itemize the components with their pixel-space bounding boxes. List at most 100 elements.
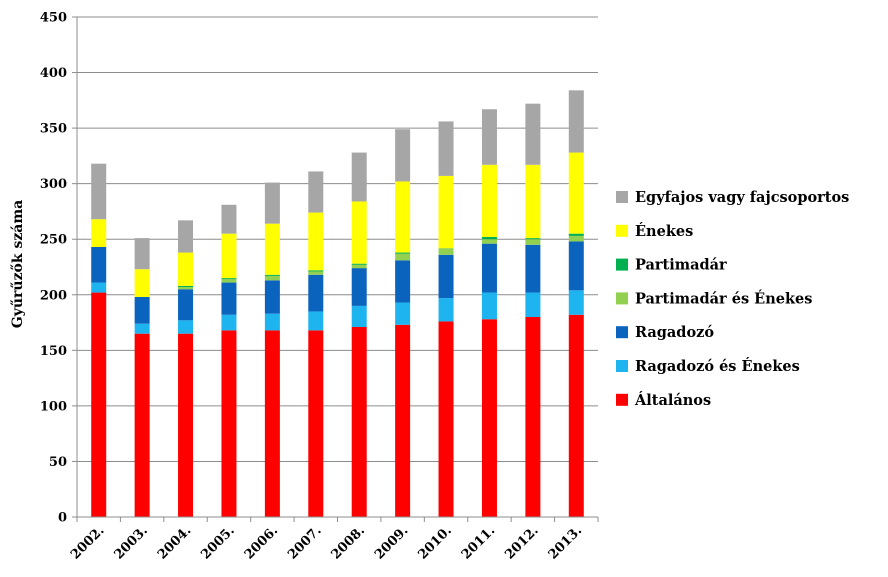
legend-label: Énekes bbox=[635, 222, 693, 240]
bar-segment bbox=[178, 289, 194, 321]
legend-swatch bbox=[616, 326, 628, 339]
bar-segment bbox=[395, 253, 411, 261]
bar-segment bbox=[568, 235, 584, 242]
bar-segment bbox=[221, 282, 237, 315]
bar-segment bbox=[264, 280, 280, 314]
bar-segment bbox=[308, 311, 324, 331]
bar-segment bbox=[395, 302, 411, 325]
bar-segment bbox=[221, 233, 237, 279]
bar-segment bbox=[525, 238, 541, 240]
bar-segment bbox=[264, 313, 280, 331]
bar-segment bbox=[178, 220, 194, 253]
legend-swatch bbox=[616, 191, 628, 203]
legend-label: Partimadár bbox=[635, 257, 727, 274]
bar-segment bbox=[525, 244, 541, 293]
y-tick-labels: 0 50 100 150 200 250 300 350 400 450 bbox=[40, 11, 67, 526]
bar-segment bbox=[351, 264, 367, 269]
bar-segment bbox=[308, 274, 324, 312]
bar-segment bbox=[178, 333, 194, 517]
bar-segment bbox=[481, 164, 497, 237]
bar-segment bbox=[264, 182, 280, 224]
bar-segment bbox=[221, 330, 237, 517]
bar-segment bbox=[525, 164, 541, 239]
bar-segment bbox=[481, 109, 497, 165]
bar-segment bbox=[525, 292, 541, 317]
bar-segment bbox=[568, 90, 584, 153]
bar-segment bbox=[568, 290, 584, 315]
y-tick-label: 0 bbox=[58, 511, 67, 526]
bar-segment bbox=[351, 305, 367, 327]
bar-segment bbox=[264, 275, 280, 281]
bar-segment bbox=[178, 285, 194, 287]
bar-segment bbox=[481, 292, 497, 320]
legend: Egyfajos vagy fajcsoportos Énekes Partimad… bbox=[616, 189, 849, 409]
bar-segment bbox=[568, 314, 584, 517]
x-tick-labels: 2002. 2003. 2004. 2005. 2006. 2007. 2008. 2009.… bbox=[68, 523, 585, 562]
bar-segment bbox=[178, 252, 194, 286]
bar-segment bbox=[568, 241, 584, 291]
bar-segment bbox=[438, 248, 454, 255]
bar-segment bbox=[351, 201, 367, 264]
bar-segment bbox=[525, 103, 541, 165]
bar-segment bbox=[481, 319, 497, 517]
bar-segment bbox=[351, 327, 367, 517]
bar-segment bbox=[395, 252, 411, 254]
bar-segment bbox=[395, 260, 411, 303]
legend-swatch bbox=[616, 258, 628, 271]
bar-segment bbox=[221, 204, 237, 234]
x-tick-label: 2009. bbox=[372, 523, 411, 562]
bar-segment bbox=[134, 238, 150, 270]
bar-segment bbox=[438, 175, 454, 249]
legend-swatch bbox=[616, 292, 628, 305]
bar-segment bbox=[221, 314, 237, 331]
x-tick-label: 2004. bbox=[155, 523, 194, 562]
bar-segment bbox=[134, 323, 150, 334]
bar-segment bbox=[221, 278, 237, 280]
bar-segment bbox=[395, 129, 411, 182]
x-tick-label: 2005. bbox=[198, 523, 237, 562]
y-tick-label: 150 bbox=[40, 344, 67, 359]
legend-label: Ragadozó és Énekes bbox=[635, 357, 800, 375]
bar-segment bbox=[438, 254, 454, 299]
y-tick-label: 50 bbox=[49, 455, 67, 470]
y-tick-label: 350 bbox=[40, 122, 67, 137]
legend-label: Egyfajos vagy fajcsoportos bbox=[635, 189, 849, 206]
bar-segment bbox=[525, 239, 541, 245]
bar-segment bbox=[221, 279, 237, 283]
y-tick-label: 250 bbox=[40, 233, 67, 248]
y-tick-label: 400 bbox=[40, 66, 67, 81]
bar-segment bbox=[91, 247, 107, 283]
bar-segment bbox=[264, 274, 280, 276]
y-tick-label: 100 bbox=[40, 399, 67, 414]
y-tick-label: 200 bbox=[40, 288, 67, 303]
x-tick-label: 2013. bbox=[546, 523, 585, 562]
legend-swatch bbox=[616, 360, 628, 372]
bar-segment bbox=[178, 320, 194, 334]
y-tick-label: 450 bbox=[40, 11, 67, 26]
bar-segment bbox=[91, 163, 107, 220]
bar-segment bbox=[134, 269, 150, 297]
x-tick-label: 2011. bbox=[459, 523, 498, 562]
bar-segment bbox=[91, 292, 107, 517]
bar-segment bbox=[351, 268, 367, 306]
bar-segment bbox=[395, 181, 411, 253]
legend-label: Ragadozó bbox=[635, 324, 714, 341]
bar-segment bbox=[91, 219, 107, 247]
x-tick-label: 2008. bbox=[329, 523, 368, 562]
bar-segment bbox=[178, 287, 194, 290]
bar-segment bbox=[308, 270, 324, 272]
bar-segment bbox=[264, 330, 280, 517]
bar-segment bbox=[395, 324, 411, 517]
bar-segment bbox=[481, 237, 497, 240]
bar-segment bbox=[351, 152, 367, 202]
bars bbox=[91, 90, 584, 517]
legend-label: Általános bbox=[634, 391, 711, 409]
x-tick-label: 2010. bbox=[415, 523, 454, 562]
bar-segment bbox=[134, 333, 150, 517]
bar-segment bbox=[438, 321, 454, 517]
x-tick-label: 2003. bbox=[112, 523, 151, 562]
gridlines bbox=[77, 16, 598, 462]
bar-segment bbox=[481, 239, 497, 244]
bar-segment bbox=[308, 330, 324, 517]
